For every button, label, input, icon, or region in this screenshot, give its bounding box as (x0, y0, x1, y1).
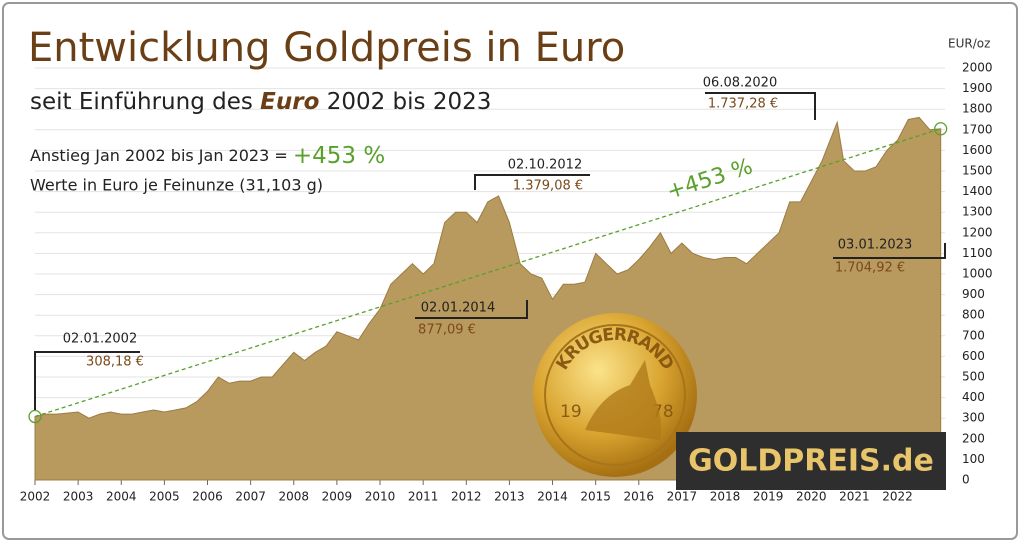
y-tick-label: 1300 (962, 205, 993, 219)
coin: KRUGERRAND 19 78 (533, 313, 697, 477)
annotation-bracket (474, 174, 590, 190)
annotation-value: 1.737,28 € (708, 97, 778, 112)
x-tick-label: 2002 (20, 490, 51, 504)
x-tick-label: 2009 (322, 490, 353, 504)
annotation-date: 03.01.2023 (838, 238, 912, 253)
x-tick-label: 2004 (106, 490, 137, 504)
y-tick-label: 200 (962, 431, 985, 445)
x-tick-label: 2015 (580, 490, 611, 504)
x-tick-label: 2019 (753, 490, 784, 504)
annotation-value: 1.704,92 € (835, 261, 905, 276)
y-tick-label: 400 (962, 390, 985, 404)
y-tick-label: 0 (962, 473, 970, 487)
price-area (34, 116, 942, 481)
annotation-bracket (415, 300, 528, 319)
y-tick-label: 100 (962, 452, 985, 466)
annotation-bracket (34, 351, 140, 410)
y-tick-label: 500 (962, 370, 985, 384)
y-tick-label: 1900 (962, 81, 993, 95)
units-note: Werte in Euro je Feinunze (31,103 g) (30, 176, 323, 195)
subtitle-part: 2002 bis 2023 (319, 89, 491, 115)
x-tick-label: 2014 (537, 490, 568, 504)
x-tick-label: 2021 (839, 490, 870, 504)
annotation-date: 02.01.2014 (421, 301, 495, 316)
y-tick-label: 700 (962, 328, 985, 342)
trend-line (34, 128, 941, 418)
annotation-date: 02.10.2012 (508, 158, 582, 173)
annotation-bracket (705, 92, 816, 120)
x-tick-label: 2013 (494, 490, 525, 504)
y-axis-label: EUR/oz (948, 37, 990, 51)
note-prefix: Anstieg Jan 2002 bis Jan 2023 = (30, 146, 293, 165)
y-tick-label: 1200 (962, 225, 993, 239)
logo: GOLDPREIS.de (688, 444, 934, 479)
note-value: +453 % (293, 143, 385, 169)
annotation-value: 1.379,08 € (513, 179, 583, 194)
y-tick-label: 1700 (962, 122, 993, 136)
y-tick-label: 300 (962, 411, 985, 425)
y-tick-label: 800 (962, 308, 985, 322)
x-tick-label: 2007 (235, 490, 266, 504)
subtitle-part: Euro (260, 89, 319, 115)
y-tick-label: 1100 (962, 246, 993, 260)
y-tick-label: 1000 (962, 267, 993, 281)
trend-point (934, 122, 948, 136)
x-tick-label: 2018 (710, 490, 741, 504)
annotation-date: 02.01.2002 (63, 332, 137, 347)
trend-point (28, 409, 42, 424)
annotation-value: 308,18 € (86, 355, 144, 370)
x-tick-label: 2022 (882, 490, 913, 504)
x-tick-label: 2008 (278, 490, 309, 504)
x-tick-label: 2020 (796, 490, 827, 504)
y-tick-label: 1600 (962, 143, 993, 157)
y-tick-label: 600 (962, 349, 985, 363)
x-tick-label: 2011 (408, 490, 439, 504)
y-tick-label: 2000 (962, 61, 993, 75)
annotation-value: 877,09 € (418, 323, 476, 338)
x-tick-label: 2012 (451, 490, 482, 504)
coin-year: 19 (560, 402, 582, 422)
springbok (585, 360, 662, 440)
y-tick-label: 1800 (962, 102, 993, 116)
coin-rim (544, 324, 686, 466)
subtitle: seit Einführung des Euro 2002 bis 2023 (30, 89, 491, 115)
subtitle-part: seit Einführung des (30, 89, 260, 115)
increase-note: Anstieg Jan 2002 bis Jan 2023 = +453 % (30, 143, 385, 169)
annotation-bracket (833, 243, 946, 259)
chart-title: Entwicklung Goldpreis in Euro (28, 25, 625, 71)
x-tick-label: 2005 (149, 490, 180, 504)
annotation-date: 06.08.2020 (703, 76, 777, 91)
y-tick-label: 900 (962, 287, 985, 301)
x-tick-label: 2006 (192, 490, 223, 504)
logo-box (676, 432, 946, 490)
x-tick-label: 2016 (624, 490, 655, 504)
y-tick-label: 1400 (962, 184, 993, 198)
x-tick-label: 2017 (667, 490, 698, 504)
x-tick-label: 2003 (63, 490, 94, 504)
y-tick-label: 1500 (962, 164, 993, 178)
x-tick-label: 2010 (365, 490, 396, 504)
